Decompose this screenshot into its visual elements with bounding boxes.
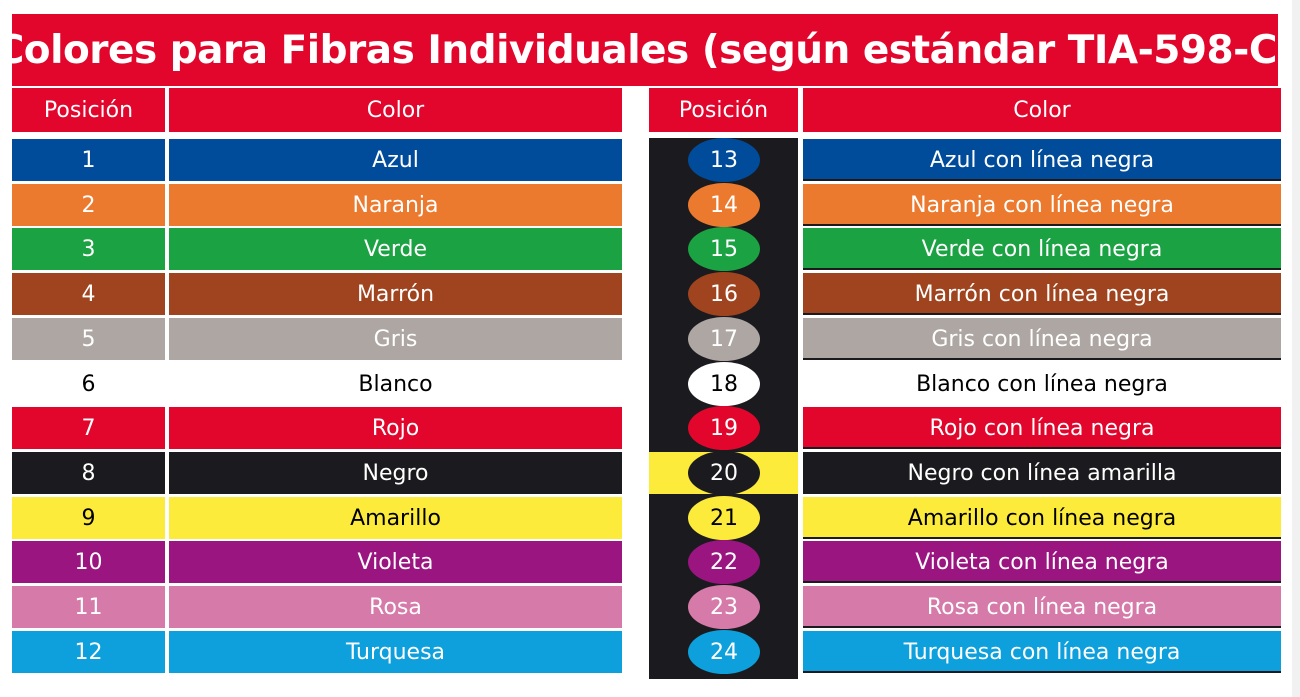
black-stripe-line bbox=[803, 268, 1281, 270]
position-badge: 17 bbox=[688, 317, 760, 361]
position-badge: 19 bbox=[688, 406, 760, 450]
right-color-cell: Turquesa con línea negra bbox=[803, 631, 1281, 673]
left-color-cell: Rojo bbox=[169, 407, 622, 449]
left-position-cell: 11 bbox=[12, 586, 165, 628]
left-position-cell: 10 bbox=[12, 541, 165, 583]
left-color-cell: Verde bbox=[169, 228, 622, 270]
right-color-cell: Violeta con línea negra bbox=[803, 541, 1281, 583]
left-color-cell: Violeta bbox=[169, 541, 622, 583]
right-color-cell: Marrón con línea negra bbox=[803, 273, 1281, 315]
black-stripe-line bbox=[803, 313, 1281, 315]
right-color-cell: Azul con línea negra bbox=[803, 139, 1281, 181]
right-color-cell: Amarillo con línea negra bbox=[803, 497, 1281, 539]
left-color-cell: Blanco bbox=[169, 363, 622, 405]
black-stripe-line bbox=[803, 224, 1281, 226]
left-position-cell: 7 bbox=[12, 407, 165, 449]
black-stripe-line bbox=[803, 626, 1281, 628]
right-position-header: Posición bbox=[649, 88, 798, 132]
right-color-cell: Verde con línea negra bbox=[803, 228, 1281, 270]
left-position-cell: 2 bbox=[12, 184, 165, 226]
left-color-cell: Azul bbox=[169, 139, 622, 181]
right-color-cell: Negro con línea amarilla bbox=[803, 452, 1281, 494]
scrollbar[interactable] bbox=[1292, 0, 1300, 697]
left-position-cell: 6 bbox=[12, 363, 165, 405]
right-color-cell: Rojo con línea negra bbox=[803, 407, 1281, 449]
black-stripe-line bbox=[803, 447, 1281, 449]
left-position-cell: 3 bbox=[12, 228, 165, 270]
position-badge: 15 bbox=[688, 227, 760, 271]
left-position-cell: 8 bbox=[12, 452, 165, 494]
left-color-cell: Naranja bbox=[169, 184, 622, 226]
black-stripe-line bbox=[803, 671, 1281, 673]
position-badge: 22 bbox=[688, 540, 760, 584]
left-color-header: Color bbox=[169, 88, 622, 132]
position-badge: 23 bbox=[688, 585, 760, 629]
black-stripe-line bbox=[803, 537, 1281, 539]
position-badge: 24 bbox=[688, 630, 760, 674]
position-badge: 18 bbox=[688, 362, 760, 406]
right-color-cell: Naranja con línea negra bbox=[803, 184, 1281, 226]
left-position-cell: 9 bbox=[12, 497, 165, 539]
right-color-header: Color bbox=[803, 88, 1281, 132]
position-badge: 20 bbox=[688, 451, 760, 495]
left-color-cell: Turquesa bbox=[169, 631, 622, 673]
position-badge: 13 bbox=[688, 138, 760, 182]
left-position-cell: 4 bbox=[12, 273, 165, 315]
right-color-cell: Gris con línea negra bbox=[803, 318, 1281, 360]
position-badge: 16 bbox=[688, 272, 760, 316]
left-position-cell: 5 bbox=[12, 318, 165, 360]
black-stripe-line bbox=[803, 581, 1281, 583]
left-position-cell: 1 bbox=[12, 139, 165, 181]
black-stripe-line bbox=[803, 358, 1281, 360]
table-title: Colores para Fibras Individuales (según … bbox=[0, 14, 1295, 86]
left-color-cell: Marrón bbox=[169, 273, 622, 315]
left-color-cell: Negro bbox=[169, 452, 622, 494]
left-position-header: Posición bbox=[12, 88, 165, 132]
right-color-cell: Rosa con línea negra bbox=[803, 586, 1281, 628]
position-badge: 14 bbox=[688, 183, 760, 227]
left-position-cell: 12 bbox=[12, 631, 165, 673]
left-color-cell: Gris bbox=[169, 318, 622, 360]
right-color-cell: Blanco con línea negra bbox=[803, 363, 1281, 405]
left-color-cell: Amarillo bbox=[169, 497, 622, 539]
black-stripe-line bbox=[803, 179, 1281, 181]
position-badge: 21 bbox=[688, 496, 760, 540]
left-color-cell: Rosa bbox=[169, 586, 622, 628]
